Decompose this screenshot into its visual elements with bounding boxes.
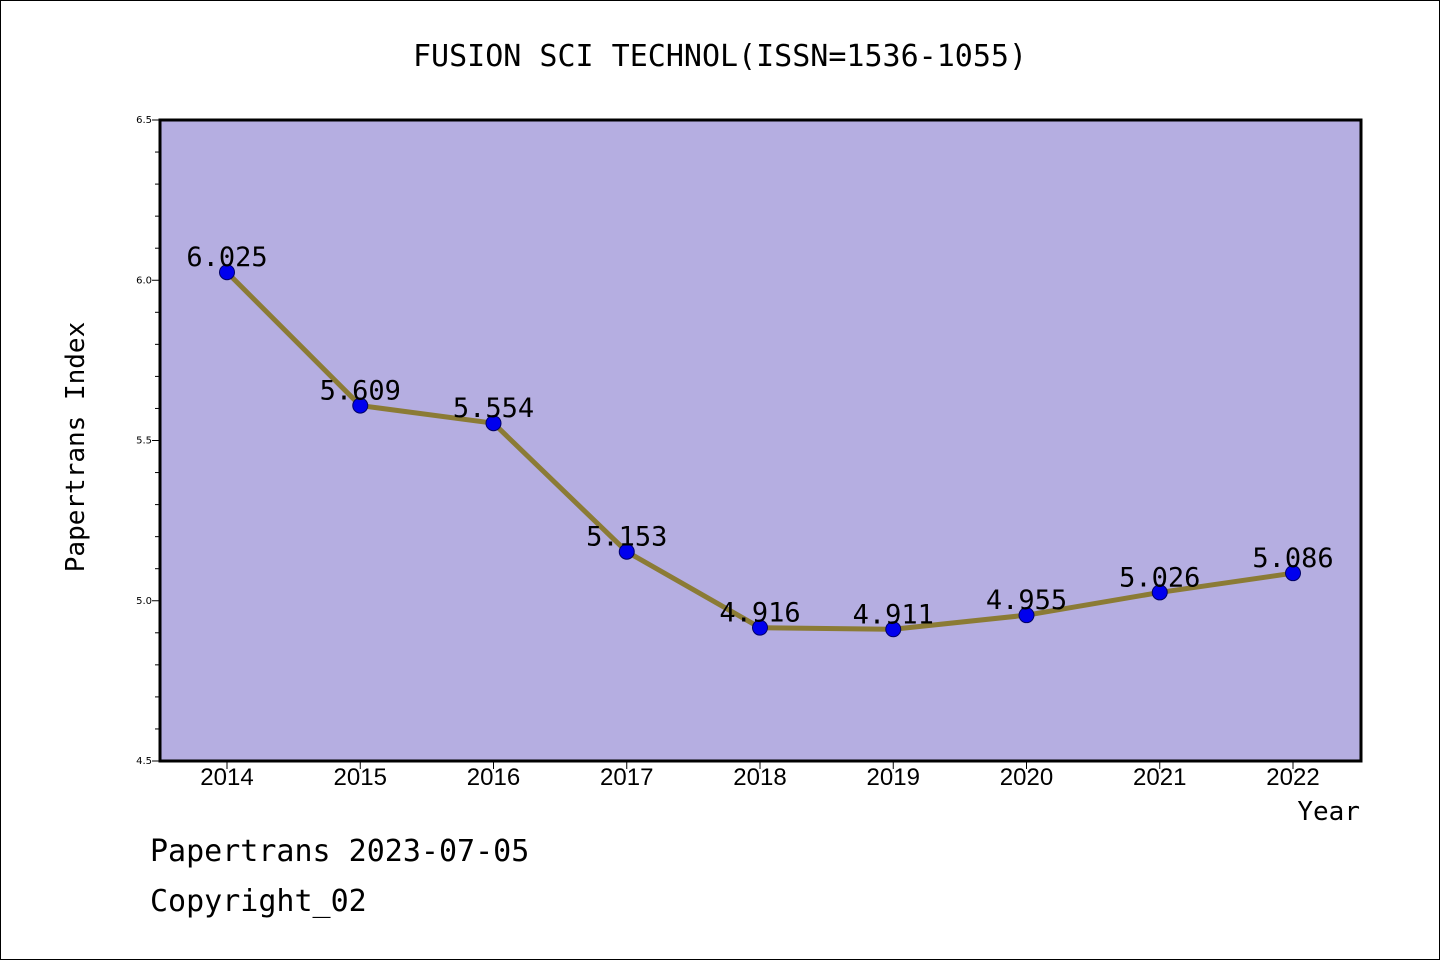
plot-area [158,118,1363,763]
x-tick-label: 2022 [1266,764,1319,791]
y-tick-label: 5.5 [136,436,152,447]
data-point [219,264,235,281]
data-labels: 6.025 5.609 5.554 5.153 4.916 4.911 4.955 5.026… [186,242,1333,630]
y-axis-label: Papertrans Index [61,322,91,572]
x-tick-label: 2019 [867,764,920,791]
data-label: 5.554 [453,393,534,424]
data-point [618,543,635,560]
series-markers [219,264,1301,638]
x-tick-label: 2016 [467,764,520,791]
data-point [352,397,369,414]
x-tick-label: 2015 [334,764,387,791]
data-point [752,619,768,636]
data-point [885,621,902,638]
data-label: 5.609 [320,376,401,407]
data-label: 4.916 [719,598,800,629]
data-label: 4.955 [986,585,1067,616]
y-axis: 4.5 5.0 5.5 6.0 6.5 [136,115,160,767]
y-tick-label: 4.5 [136,756,152,767]
footer-date: Papertrans 2023-07-05 [150,834,530,869]
y-tick-label: 6.5 [136,115,152,126]
y-tick-label: 5.0 [136,596,152,607]
chart-title: FUSION SCI TECHNOL(ISSN=1536-1055) [413,39,1027,74]
data-point [1018,607,1035,624]
x-tick-label: 2021 [1133,764,1186,791]
data-label: 5.086 [1252,543,1333,574]
data-label: 4.911 [853,599,934,630]
data-point [1151,584,1168,601]
data-point [1285,565,1301,582]
y-tick-label: 6.0 [136,275,152,286]
x-tick-label: 2014 [200,764,253,791]
x-tick-label: 2018 [733,764,786,791]
data-label: 5.153 [586,522,667,553]
data-label: 5.026 [1119,562,1200,593]
x-tick-label: 2020 [1000,764,1053,791]
x-axis: 2014 2015 2016 2017 2018 2019 2020 2021 2022 [200,761,1320,791]
data-point [485,415,502,432]
data-label: 6.025 [186,242,267,273]
footer-copyright: Copyright_02 [150,884,367,919]
x-axis-label: Year [1297,797,1360,827]
x-tick-label: 2017 [600,764,653,791]
